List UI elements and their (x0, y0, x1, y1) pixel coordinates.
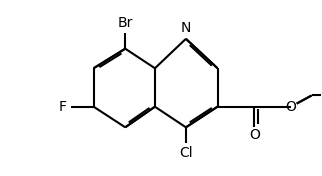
Text: O: O (249, 128, 260, 142)
Text: O: O (286, 100, 296, 114)
Text: N: N (181, 21, 191, 35)
Text: F: F (59, 100, 67, 114)
Text: Br: Br (118, 16, 133, 30)
Text: Cl: Cl (179, 146, 193, 160)
